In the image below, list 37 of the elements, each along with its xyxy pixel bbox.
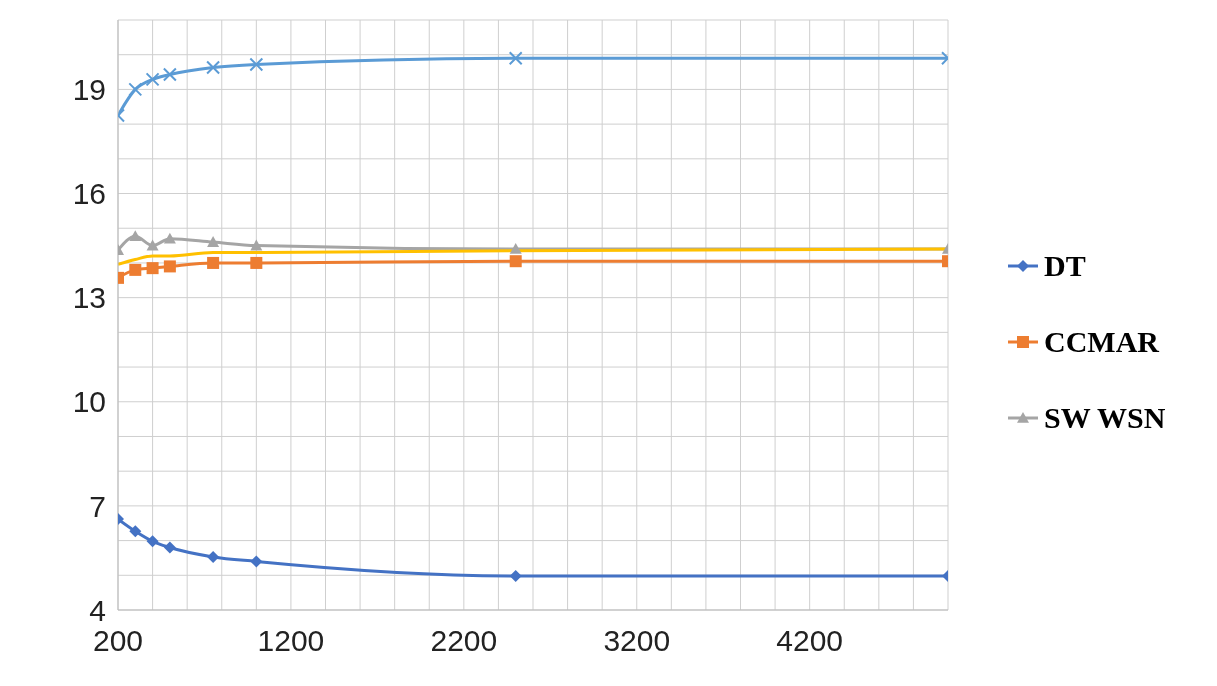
y-tick-label: 7 (89, 489, 106, 523)
y-tick-label: 4 (89, 593, 106, 627)
point (207, 256, 220, 269)
point (129, 263, 142, 276)
point (207, 550, 220, 563)
point (163, 232, 176, 244)
point (163, 541, 176, 554)
y-tick-label: 10 (72, 385, 106, 419)
legend-label: SW WSN (1044, 401, 1166, 435)
point (129, 525, 142, 538)
point (145, 72, 160, 87)
point (146, 239, 159, 251)
point (146, 262, 159, 275)
y-tick-label: 16 (72, 177, 106, 211)
x-tick-label: 2200 (430, 624, 498, 658)
x-tick-label: 200 (92, 624, 144, 658)
point (162, 67, 177, 82)
point (206, 60, 221, 75)
point (509, 243, 522, 254)
point (249, 57, 264, 72)
y-tick-label: 19 (72, 73, 106, 107)
point (250, 256, 263, 269)
point (250, 239, 263, 251)
legend-label: CCMAR (1044, 325, 1159, 359)
point (508, 51, 523, 66)
y-tick-label: 13 (72, 281, 106, 315)
x-tick-label: 4200 (776, 624, 844, 658)
point (207, 236, 220, 247)
point (509, 255, 522, 268)
point (129, 230, 142, 242)
legend-label: DT (1044, 249, 1086, 283)
point (163, 260, 176, 273)
point (146, 535, 159, 548)
x-tick-label: 1200 (257, 624, 325, 658)
point (250, 555, 263, 568)
x-tick-label: 3200 (603, 624, 671, 658)
point (128, 82, 143, 97)
